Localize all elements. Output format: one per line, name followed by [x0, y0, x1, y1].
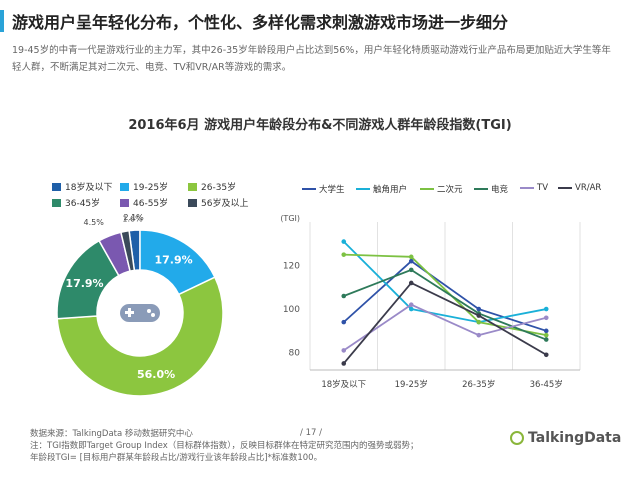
pie-legend-swatch	[188, 198, 197, 207]
series-line	[343, 303, 547, 352]
pie-data-label: 1.6%	[122, 215, 143, 224]
line-legend-swatch	[520, 187, 534, 189]
formula-note: 年龄段TGI= [目标用户群某年龄段占比/游戏行业该年龄段占比]*标准数100。	[30, 453, 323, 463]
line-legend-label: 二次元	[437, 185, 463, 195]
y-tick-label: 80	[289, 349, 301, 359]
pie-data-label: 17.9%	[155, 254, 193, 267]
series-point	[341, 319, 347, 325]
pie-legend-item: 56岁及以上	[188, 196, 248, 209]
pie-slice	[119, 229, 136, 273]
series-point	[408, 254, 414, 260]
line-legend-swatch	[356, 188, 370, 190]
series-point	[543, 352, 549, 358]
series-point	[408, 280, 414, 286]
series-point	[341, 293, 347, 299]
line-legend-swatch	[420, 188, 434, 190]
line-legend-item: TV	[520, 183, 548, 193]
series-line	[343, 253, 547, 337]
pie-legend-label: 36-45岁	[65, 199, 101, 209]
series-point	[408, 306, 414, 312]
pie-legend-item: 19-25岁	[120, 180, 168, 193]
line-legend-label: 电竞	[491, 185, 509, 195]
series-point	[543, 332, 549, 338]
series-point	[341, 348, 347, 353]
y-axis-label: (TGI)	[280, 214, 300, 223]
pie-legend-swatch	[120, 182, 129, 191]
pie-legend-swatch	[52, 198, 61, 207]
pie-data-label: 4.5%	[84, 218, 105, 227]
series-point	[476, 306, 482, 312]
pie-legend-label: 46-55岁	[133, 199, 169, 209]
pie-legend-item: 18岁及以下	[52, 180, 112, 193]
series-point	[341, 361, 347, 366]
series-point	[543, 306, 549, 312]
series-point	[476, 313, 482, 318]
brand-icon	[510, 431, 524, 445]
series-line	[343, 240, 547, 324]
brand-logo: TalkingData	[510, 430, 621, 446]
y-tick-label: 100	[283, 305, 300, 315]
line-legend-label: 触角用户	[373, 185, 408, 195]
footnote: 数据来源：TalkingData 移动数据研究中心 注：TGI指数即Target…	[30, 428, 470, 464]
intro-text: 19-45岁的中青一代是游戏行业的主力军，其中26-35岁年龄段用户占比达到56…	[12, 45, 611, 73]
series-point	[408, 302, 414, 308]
source-note: 数据来源：TalkingData 移动数据研究中心	[30, 429, 193, 439]
x-tick-label: 19-25岁	[395, 379, 428, 390]
pie-legend-item: 46-55岁	[120, 196, 168, 209]
line-legend-swatch	[302, 188, 316, 190]
pie-legend-label: 26-35岁	[201, 183, 237, 193]
line-legend-item: 触角用户	[356, 183, 407, 195]
line-legend-item: 二次元	[420, 183, 463, 195]
series-line	[343, 260, 547, 332]
pie-data-label: 56.0%	[137, 368, 175, 381]
series-point	[341, 239, 347, 244]
page-number: / 17 /	[300, 428, 322, 438]
gamepad-icon	[120, 304, 160, 322]
pie-slice	[56, 276, 224, 397]
series-point	[543, 337, 549, 342]
series-point	[341, 252, 347, 257]
pie-legend-item: 36-45岁	[52, 196, 100, 209]
line-legend-label: TV	[537, 183, 549, 193]
pie-legend-swatch	[52, 182, 61, 191]
brand-name: TalkingData	[528, 430, 622, 446]
pie-legend-label: 18岁及以下	[65, 183, 113, 193]
pie-data-label: 17.9%	[65, 277, 103, 290]
pie-data-label: 2.1%	[123, 213, 144, 222]
pie-legend-label: 56岁及以上	[201, 199, 249, 209]
line-legend-item: 电竞	[474, 183, 508, 195]
chart-title: 2016年6月 游戏用户年龄段分布&不同游戏人群年龄段指数(TGI)	[128, 118, 512, 133]
pie-legend-swatch	[188, 182, 197, 191]
pie-legend-swatch	[120, 198, 129, 207]
x-tick-label: 26-35岁	[462, 379, 495, 390]
line-legend-swatch	[558, 187, 572, 189]
series-point	[408, 258, 414, 264]
x-tick-label: 36-45岁	[530, 379, 563, 390]
series-point	[543, 315, 549, 321]
line-legend-label: 大学生	[319, 185, 345, 195]
title-accent-bar	[0, 10, 4, 32]
line-legend-item: VR/AR	[558, 183, 601, 193]
line-legend-swatch	[474, 188, 488, 190]
line-legend-item: 大学生	[302, 183, 345, 195]
pie-legend-item: 26-35岁	[188, 180, 236, 193]
series-line	[343, 281, 547, 365]
line-legend-label: VR/AR	[575, 183, 602, 193]
y-tick-label: 120	[283, 262, 300, 272]
series-point	[476, 332, 482, 338]
series-point	[476, 319, 482, 325]
series-point	[408, 267, 414, 273]
tgi-note: 注：TGI指数即Target Group Index（目标群体指数），反映目标群…	[30, 441, 419, 451]
x-tick-label: 18岁及以下	[321, 379, 366, 390]
page-title: 游戏用户呈年轻化分布，个性化、多样化需求刺激游戏市场进一步细分	[12, 13, 509, 32]
series-point	[543, 328, 549, 334]
pie-legend-label: 19-25岁	[133, 183, 169, 193]
